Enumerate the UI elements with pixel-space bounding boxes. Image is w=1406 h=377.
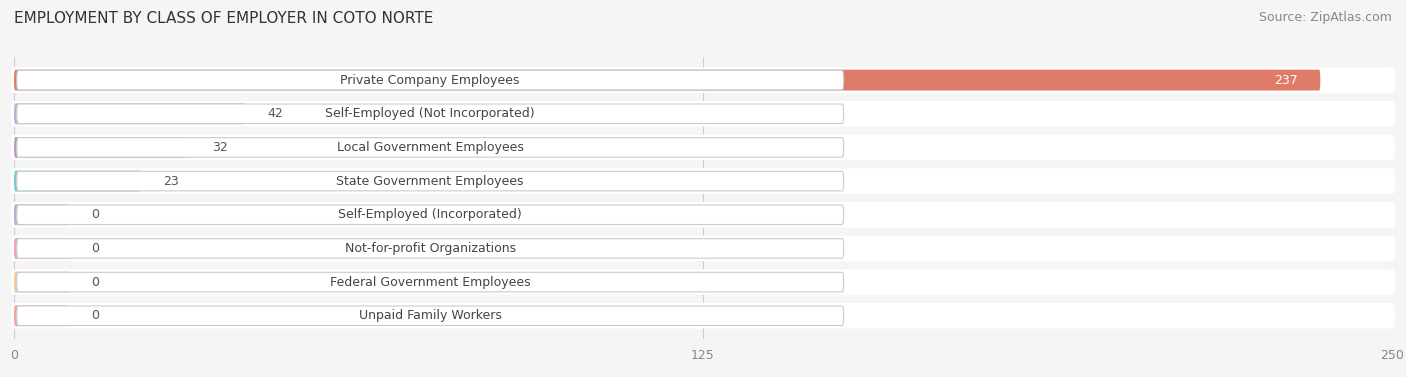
- Text: Private Company Employees: Private Company Employees: [340, 74, 520, 87]
- FancyBboxPatch shape: [17, 70, 844, 90]
- FancyBboxPatch shape: [11, 168, 1395, 194]
- Text: Unpaid Family Workers: Unpaid Family Workers: [359, 309, 502, 322]
- FancyBboxPatch shape: [14, 70, 1320, 90]
- Text: 0: 0: [91, 242, 100, 255]
- FancyBboxPatch shape: [11, 303, 1395, 328]
- FancyBboxPatch shape: [14, 204, 69, 225]
- FancyBboxPatch shape: [11, 269, 1395, 295]
- Text: 32: 32: [212, 141, 228, 154]
- FancyBboxPatch shape: [14, 137, 190, 158]
- FancyBboxPatch shape: [14, 238, 69, 259]
- FancyBboxPatch shape: [17, 171, 844, 191]
- Text: 0: 0: [91, 208, 100, 221]
- FancyBboxPatch shape: [11, 236, 1395, 261]
- Text: Source: ZipAtlas.com: Source: ZipAtlas.com: [1258, 11, 1392, 24]
- FancyBboxPatch shape: [11, 202, 1395, 228]
- FancyBboxPatch shape: [14, 272, 69, 293]
- FancyBboxPatch shape: [17, 239, 844, 258]
- FancyBboxPatch shape: [14, 103, 246, 124]
- Text: 0: 0: [91, 276, 100, 288]
- Text: 237: 237: [1274, 74, 1298, 87]
- FancyBboxPatch shape: [14, 171, 141, 192]
- Text: 23: 23: [163, 175, 179, 188]
- Text: State Government Employees: State Government Employees: [336, 175, 524, 188]
- FancyBboxPatch shape: [17, 104, 844, 124]
- Text: Self-Employed (Not Incorporated): Self-Employed (Not Incorporated): [325, 107, 536, 120]
- Text: 42: 42: [267, 107, 284, 120]
- FancyBboxPatch shape: [17, 138, 844, 157]
- Text: Not-for-profit Organizations: Not-for-profit Organizations: [344, 242, 516, 255]
- Text: Self-Employed (Incorporated): Self-Employed (Incorporated): [339, 208, 522, 221]
- FancyBboxPatch shape: [17, 272, 844, 292]
- Text: 0: 0: [91, 309, 100, 322]
- Text: EMPLOYMENT BY CLASS OF EMPLOYER IN COTO NORTE: EMPLOYMENT BY CLASS OF EMPLOYER IN COTO …: [14, 11, 433, 26]
- FancyBboxPatch shape: [11, 101, 1395, 127]
- FancyBboxPatch shape: [14, 305, 69, 326]
- FancyBboxPatch shape: [17, 306, 844, 325]
- Text: Local Government Employees: Local Government Employees: [337, 141, 523, 154]
- Text: Federal Government Employees: Federal Government Employees: [330, 276, 530, 288]
- FancyBboxPatch shape: [11, 135, 1395, 160]
- FancyBboxPatch shape: [11, 67, 1395, 93]
- FancyBboxPatch shape: [17, 205, 844, 225]
